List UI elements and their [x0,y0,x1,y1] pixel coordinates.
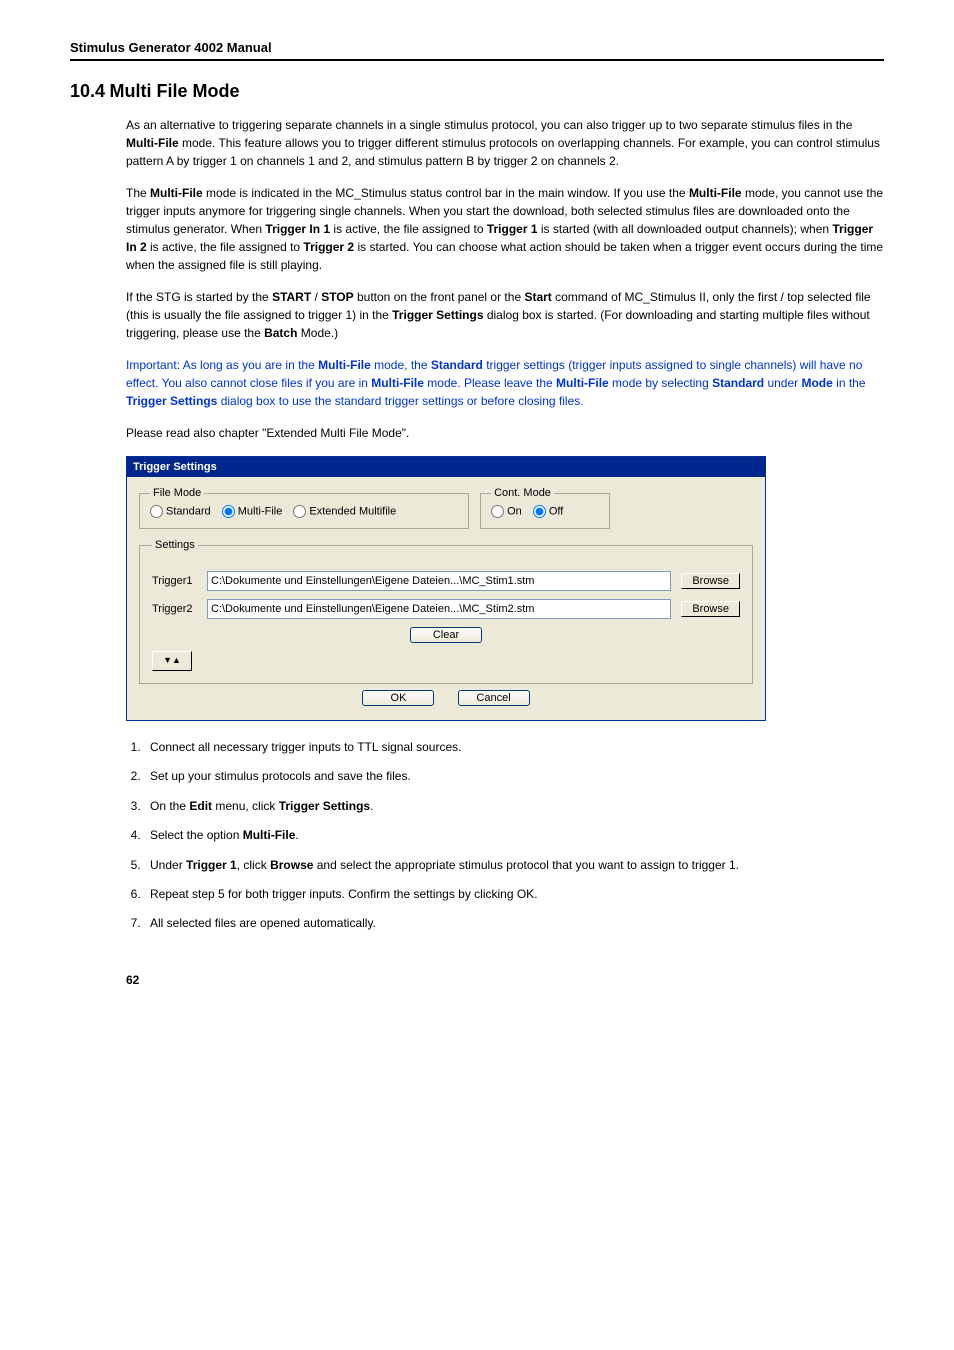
step-4: Select the option Multi-File. [144,827,884,844]
trigger1-input[interactable] [207,571,671,591]
step-7: All selected files are opened automatica… [144,915,884,932]
file-mode-group: File Mode Standard Multi-File Extended M… [139,487,469,529]
page-number: 62 [126,973,884,987]
doc-header: Stimulus Generator 4002 Manual [70,40,884,61]
trigger2-label: Trigger2 [152,603,207,615]
settings-group: Settings Trigger1 Browse Trigger2 Browse… [139,539,753,684]
radio-multifile[interactable]: Multi-File [222,505,283,518]
clear-button[interactable]: Clear [410,627,482,643]
browse-button-1[interactable]: Browse [681,573,740,589]
radio-standard[interactable]: Standard [150,505,211,518]
step-5: Under Trigger 1, click Browse and select… [144,857,884,874]
arrow-toggle-button[interactable]: ▼▲ [152,651,192,671]
settings-legend: Settings [152,539,198,551]
section-number: 10.4 [70,81,105,101]
step-6: Repeat step 5 for both trigger inputs. C… [144,886,884,903]
dialog-title: Trigger Settings [127,457,765,477]
cont-mode-group: Cont. Mode On Off [480,487,610,529]
step-2: Set up your stimulus protocols and save … [144,768,884,785]
steps-list: Connect all necessary trigger inputs to … [144,739,884,933]
section-title: Multi File Mode [110,81,240,101]
ok-button[interactable]: OK [362,690,434,706]
section-heading: 10.4 Multi File Mode [70,81,884,102]
cont-mode-legend: Cont. Mode [491,487,554,499]
step-3: On the Edit menu, click Trigger Settings… [144,798,884,815]
paragraph-3: If the STG is started by the START / STO… [126,288,884,342]
radio-on[interactable]: On [491,505,522,518]
paragraph-2: The Multi-File mode is indicated in the … [126,184,884,274]
cancel-button[interactable]: Cancel [458,690,530,706]
trigger2-input[interactable] [207,599,671,619]
paragraph-4: Please read also chapter "Extended Multi… [126,424,884,442]
step-1: Connect all necessary trigger inputs to … [144,739,884,756]
trigger-settings-dialog: Trigger Settings File Mode Standard Mult… [126,456,766,721]
radio-off[interactable]: Off [533,505,563,518]
paragraph-1: As an alternative to triggering separate… [126,116,884,170]
file-mode-legend: File Mode [150,487,204,499]
radio-extended-multifile[interactable]: Extended Multifile [293,505,396,518]
trigger1-label: Trigger1 [152,575,207,587]
important-note: Important: As long as you are in the Mul… [126,356,884,410]
browse-button-2[interactable]: Browse [681,601,740,617]
